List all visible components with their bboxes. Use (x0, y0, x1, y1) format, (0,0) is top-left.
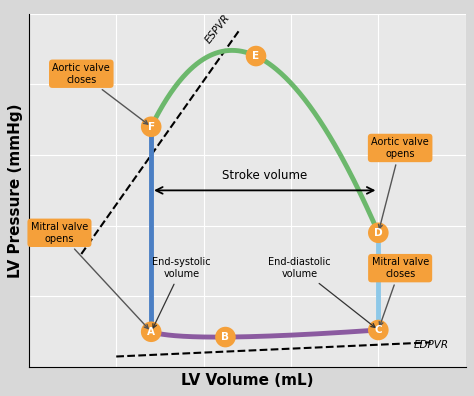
Text: End-systolic
volume: End-systolic volume (153, 257, 211, 328)
Text: ESPVR: ESPVR (204, 13, 232, 46)
Point (147, 329, 155, 335)
Text: EDPVR: EDPVR (413, 340, 448, 350)
Text: Aortic valve
closes: Aortic valve closes (53, 63, 148, 124)
Text: Mitral valve
opens: Mitral valve opens (31, 222, 148, 329)
Text: End-diastolic
volume: End-diastolic volume (268, 257, 375, 327)
Text: Aortic valve
opens: Aortic valve opens (371, 137, 429, 228)
Text: E: E (253, 51, 260, 61)
Text: Stroke volume: Stroke volume (222, 169, 307, 181)
Text: A: A (147, 327, 155, 337)
Text: Mitral valve
closes: Mitral valve closes (372, 257, 429, 326)
Text: F: F (147, 122, 155, 132)
Point (222, 334, 229, 340)
Text: C: C (374, 325, 382, 335)
Point (374, 327, 382, 333)
Point (147, 124, 155, 130)
Point (252, 53, 260, 59)
X-axis label: LV Volume (mL): LV Volume (mL) (181, 373, 313, 388)
Y-axis label: LV Pressure (mmHg): LV Pressure (mmHg) (9, 103, 23, 278)
Text: B: B (221, 332, 229, 342)
Point (374, 230, 382, 236)
Text: D: D (374, 228, 383, 238)
